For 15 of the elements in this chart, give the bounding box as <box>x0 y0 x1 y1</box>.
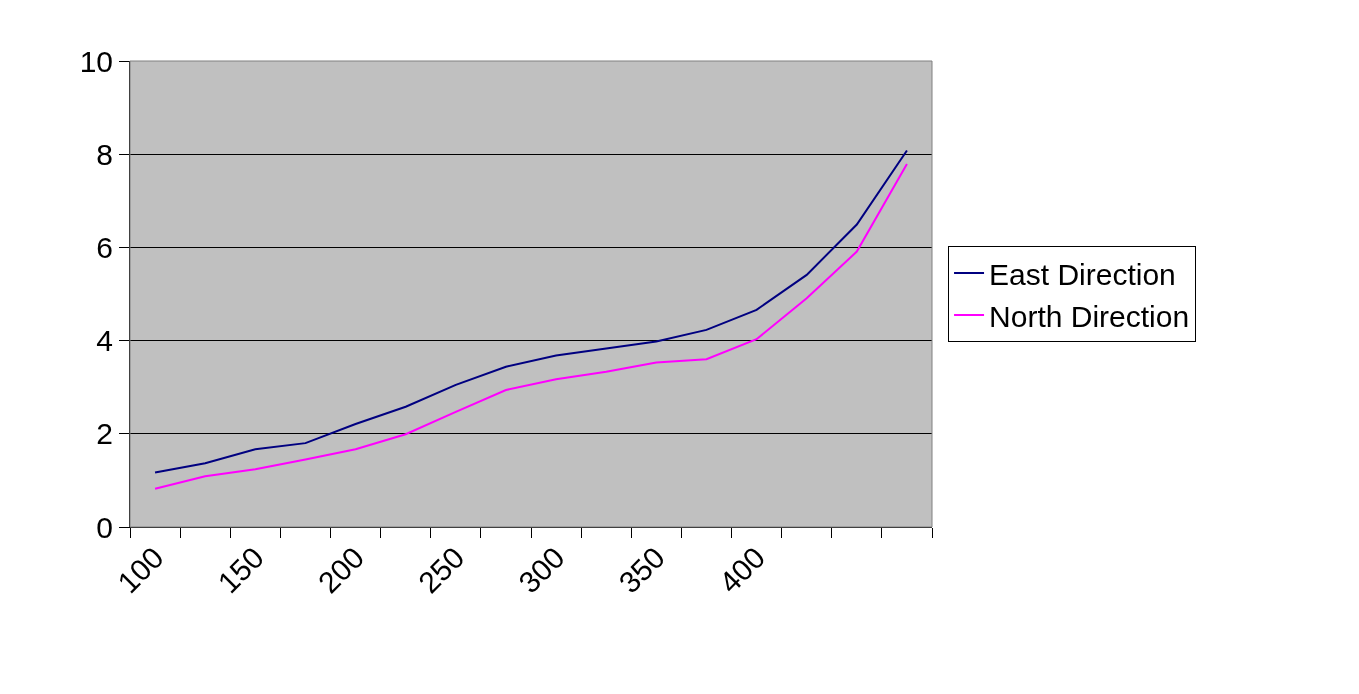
x-tick-label: 100 <box>111 540 170 600</box>
y-tick-label: 8 <box>96 137 113 171</box>
legend-label: North Direction <box>989 299 1190 333</box>
y-tick-label: 4 <box>96 324 113 358</box>
x-tick-label: 350 <box>612 540 672 600</box>
x-tick-label: 300 <box>512 540 571 600</box>
legend-label: East Direction <box>989 257 1176 291</box>
y-tick-label: 2 <box>96 417 113 451</box>
y-tick-label: 10 <box>79 44 113 78</box>
x-tick-label: 150 <box>211 540 271 600</box>
x-tick-label: 400 <box>712 540 772 600</box>
x-tick-label: 200 <box>311 540 371 600</box>
y-tick-label: 0 <box>96 510 113 544</box>
x-tick-label: 250 <box>411 540 471 600</box>
y-tick-label: 6 <box>96 230 113 264</box>
